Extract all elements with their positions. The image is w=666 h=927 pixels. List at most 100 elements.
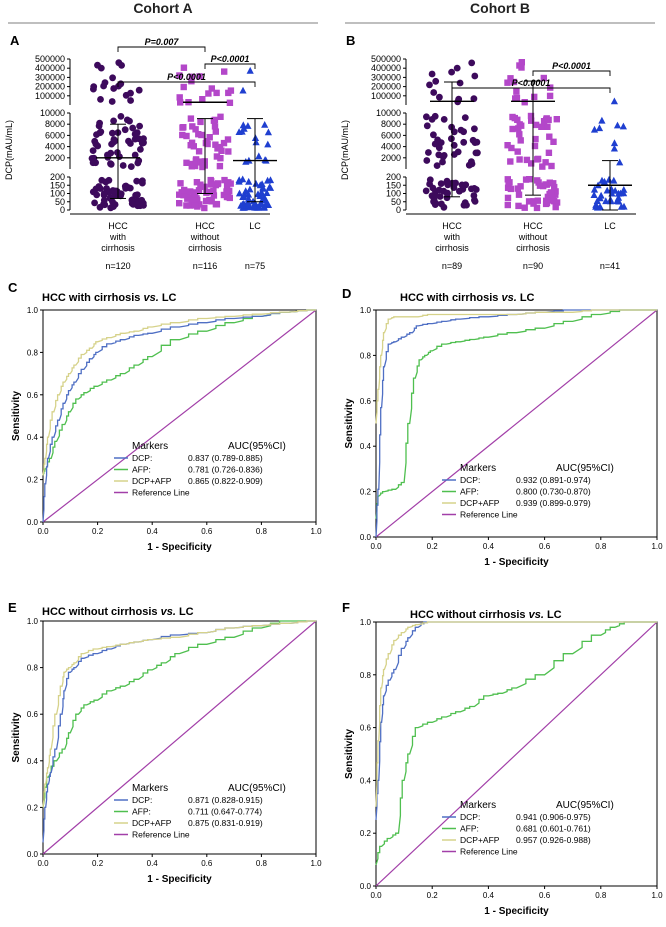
y-tick-label: 100000 (35, 91, 65, 101)
data-point (192, 126, 199, 133)
data-point (590, 185, 599, 193)
legend-label: DCP: (132, 453, 152, 463)
data-point (252, 138, 260, 146)
data-point (460, 182, 468, 190)
p-value-label: P<0.0001 (211, 54, 250, 64)
legend-auc: 0.875 (0.831-0.919) (188, 818, 263, 828)
data-point (468, 59, 476, 67)
data-point (264, 128, 272, 136)
y-tick-label: 1.0 (27, 617, 39, 626)
data-point (95, 122, 103, 130)
data-point (129, 201, 137, 208)
data-point (180, 124, 187, 131)
data-point (590, 191, 598, 198)
p-value-label: P<0.0001 (167, 72, 206, 82)
data-point (430, 89, 438, 96)
data-point (553, 116, 560, 123)
legend-header: Markers (132, 441, 168, 452)
legend-auc: 0.681 (0.601-0.761) (516, 824, 591, 834)
data-point (127, 163, 135, 171)
significance-bracket (204, 63, 256, 69)
data-point (258, 188, 266, 196)
y-tick-label: 0.2 (360, 829, 372, 838)
data-point (188, 73, 196, 80)
group-label: HCC (523, 221, 543, 231)
y-tick-label: 0.6 (360, 724, 372, 733)
data-point (177, 99, 184, 106)
data-point (428, 70, 436, 78)
legend-label: AFP: (460, 487, 479, 497)
data-point (620, 202, 628, 210)
data-point (610, 144, 618, 152)
x-tick-label: 0.6 (539, 542, 551, 551)
data-point (504, 79, 511, 86)
data-point (448, 68, 455, 76)
data-point (260, 202, 268, 210)
data-point (191, 202, 199, 209)
data-point (516, 131, 523, 138)
data-point (90, 83, 98, 90)
data-point (540, 74, 547, 82)
data-point (596, 203, 604, 211)
data-point (205, 90, 212, 97)
data-point (439, 158, 446, 166)
data-point (532, 135, 539, 143)
x-tick-label: 0.6 (201, 859, 213, 868)
data-point (89, 188, 97, 196)
data-point (261, 121, 269, 128)
data-point (95, 183, 103, 190)
x-axis-label: 1 - Specificity (147, 542, 212, 553)
roc-curve (375, 621, 657, 866)
data-point (538, 123, 545, 130)
roc-title: HCC without cirrhosis vs. LC (42, 606, 194, 618)
data-point (179, 131, 186, 139)
data-point (239, 86, 247, 94)
y-tick-label: 300000 (35, 72, 65, 82)
data-point (129, 124, 137, 132)
x-axis-label: 1 - Specificity (484, 557, 549, 568)
legend-header: Markers (132, 783, 168, 794)
data-point (440, 116, 448, 123)
data-point (616, 158, 624, 166)
data-point (176, 94, 183, 101)
data-point (116, 153, 123, 161)
data-point (607, 185, 616, 193)
group-label: without (518, 232, 548, 242)
legend-label: Reference Line (132, 830, 190, 840)
x-tick-label: 0.0 (37, 859, 49, 868)
y-tick-label: 0.6 (360, 397, 372, 406)
data-point (223, 188, 230, 195)
data-point (509, 113, 516, 121)
roc-curve (42, 309, 316, 523)
group-label: HCC (108, 221, 128, 231)
data-point (177, 180, 184, 187)
data-point (206, 134, 213, 141)
data-point (613, 121, 622, 129)
data-point (513, 94, 521, 102)
y-axis-label: Sensitivity (11, 712, 22, 762)
cohort-a-title: Cohort A (133, 0, 192, 16)
data-point (600, 177, 609, 185)
data-point (113, 187, 120, 195)
y-tick-label: 50 (55, 197, 65, 207)
data-point (507, 158, 514, 165)
data-point (214, 180, 222, 187)
data-point (107, 204, 115, 212)
data-point (204, 140, 211, 148)
x-tick-label: 1.0 (310, 859, 322, 868)
data-point (199, 96, 206, 103)
data-point (546, 133, 553, 140)
data-point (224, 136, 232, 143)
data-point (135, 86, 143, 94)
data-point (193, 195, 200, 202)
data-point (590, 125, 599, 133)
roc-curve (375, 621, 658, 887)
data-point (517, 137, 524, 144)
data-point (439, 153, 447, 161)
data-point (237, 202, 245, 209)
data-point (453, 64, 461, 72)
data-point (139, 179, 146, 187)
data-point (605, 175, 613, 183)
group-n-label: n=90 (523, 261, 543, 271)
data-point (436, 93, 443, 101)
